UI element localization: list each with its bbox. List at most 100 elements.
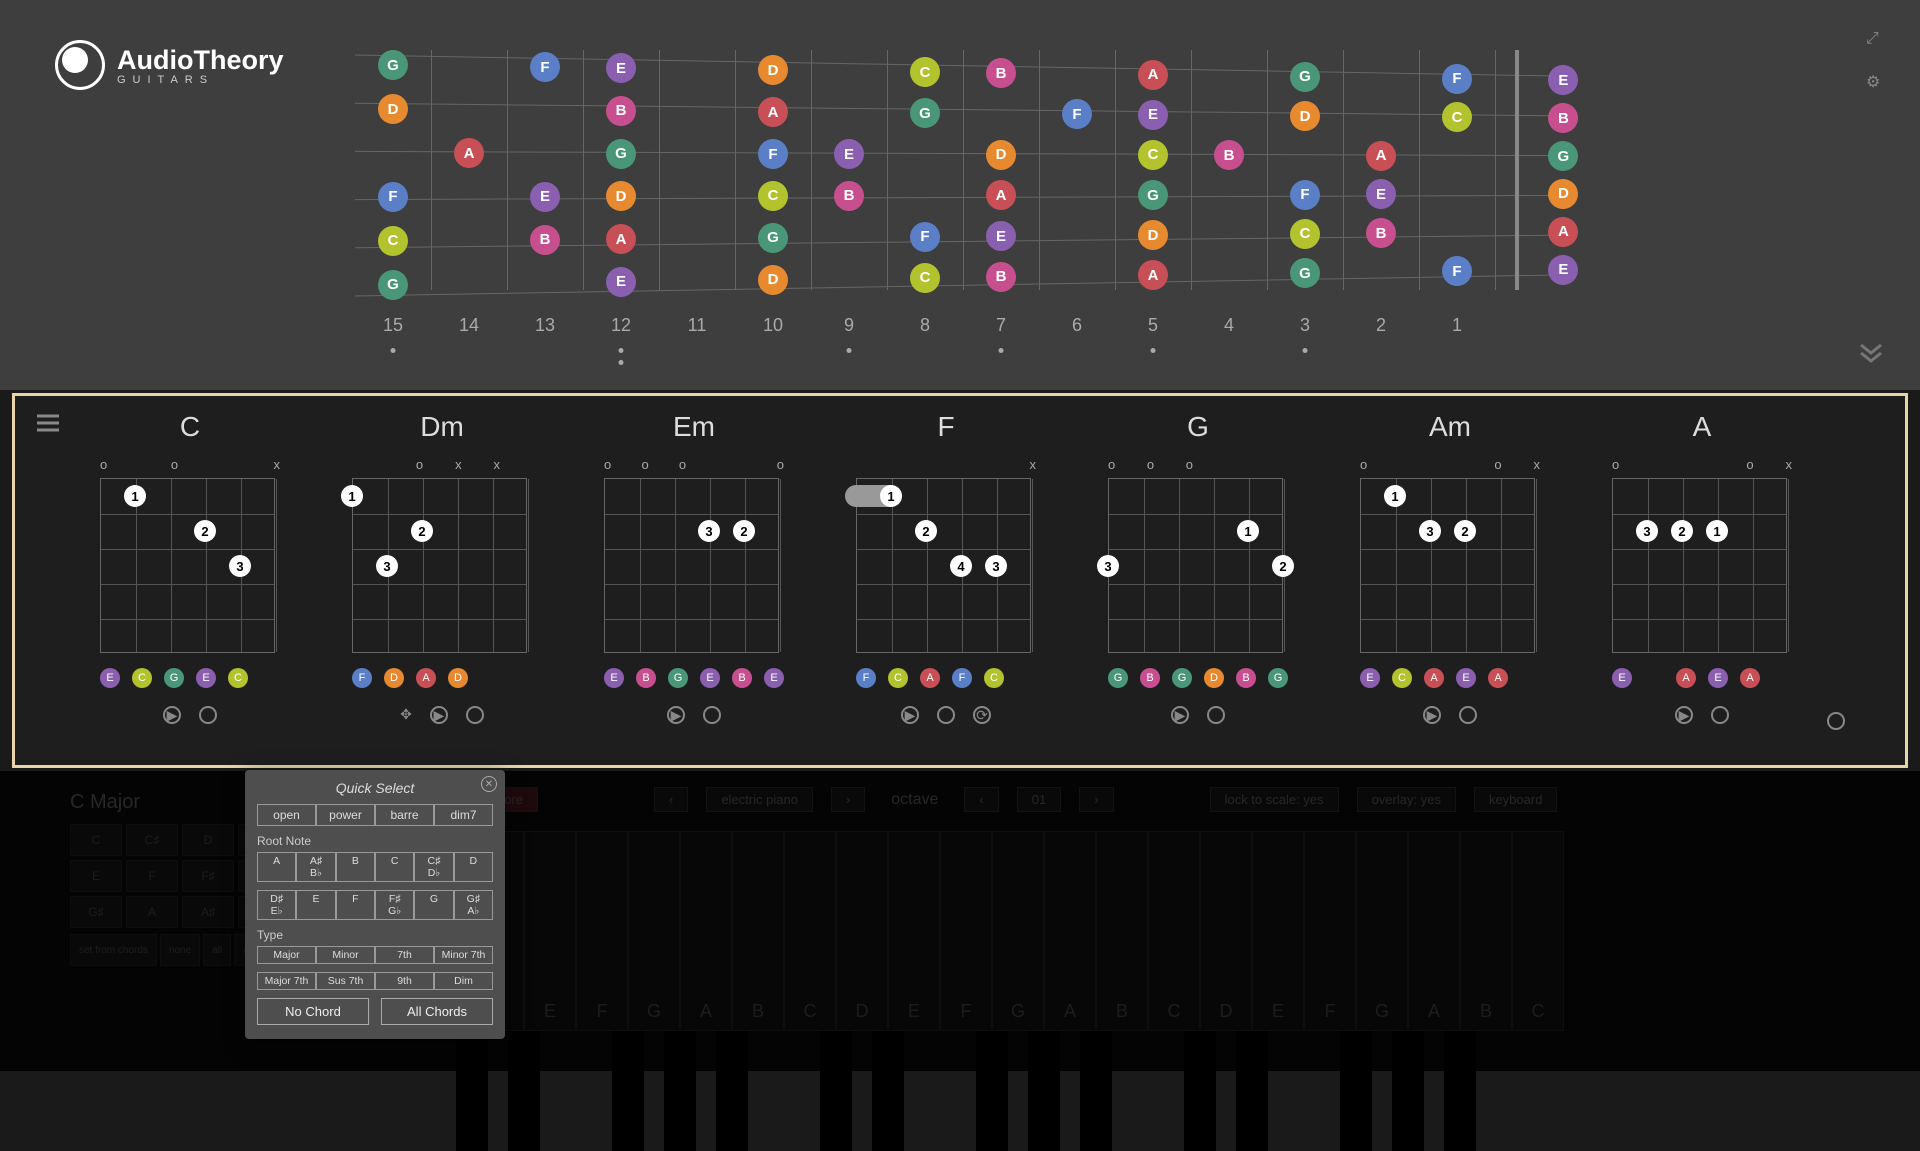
next-octave[interactable]: ›	[1079, 787, 1113, 812]
fretboard-note[interactable]: C	[910, 57, 940, 87]
fretboard-note[interactable]: C	[378, 226, 408, 256]
piano-white-key[interactable]: F	[576, 831, 628, 1031]
menu-icon[interactable]	[37, 414, 59, 437]
qs-root[interactable]: A♯ B♭	[296, 852, 335, 882]
fretboard-note[interactable]: F	[910, 222, 940, 252]
fretboard-note[interactable]: D	[606, 181, 636, 211]
key-cell[interactable]: G♯	[70, 896, 122, 928]
qs-root[interactable]: D	[454, 852, 493, 882]
piano-black-key[interactable]	[1392, 1031, 1424, 1151]
qs-root[interactable]: G	[414, 890, 453, 920]
qs-root[interactable]: E	[296, 890, 335, 920]
gear-icon[interactable]: ⚙	[1866, 72, 1890, 96]
play-icon[interactable]: ▶	[1675, 706, 1693, 724]
piano-white-key[interactable]: A	[1408, 831, 1460, 1031]
piano-white-key[interactable]: B	[1096, 831, 1148, 1031]
play-icon[interactable]: ▶	[430, 706, 448, 724]
fretboard-note[interactable]: A	[1548, 217, 1578, 247]
piano-black-key[interactable]	[1340, 1031, 1372, 1151]
qs-root[interactable]: F♯ G♭	[375, 890, 414, 920]
fretboard-note[interactable]: E	[986, 221, 1016, 251]
piano-black-key[interactable]	[1028, 1031, 1060, 1151]
play-icon[interactable]: ▶	[667, 706, 685, 724]
fretboard-note[interactable]: C	[1138, 140, 1168, 170]
small-btn[interactable]: none	[160, 934, 200, 966]
piano-white-key[interactable]: E	[524, 831, 576, 1031]
fretboard-note[interactable]: E	[530, 182, 560, 212]
fretboard-note[interactable]: B	[834, 181, 864, 211]
options-icon[interactable]	[199, 706, 217, 724]
key-cell[interactable]: F♯	[182, 860, 234, 892]
no-chord-button[interactable]: No Chord	[257, 998, 369, 1025]
qs-root[interactable]: D♯ E♭	[257, 890, 296, 920]
piano-black-key[interactable]	[716, 1031, 748, 1151]
fretboard-note[interactable]: C	[1442, 102, 1472, 132]
key-cell[interactable]: A♯	[182, 896, 234, 928]
fretboard-note[interactable]: G	[1290, 62, 1320, 92]
cycle-icon[interactable]: ⟳	[973, 706, 991, 724]
fretboard-note[interactable]: C	[910, 263, 940, 293]
fretboard-note[interactable]: G	[910, 98, 940, 128]
qs-tab[interactable]: barre	[375, 804, 434, 826]
fretboard-note[interactable]: E	[1548, 65, 1578, 95]
piano-white-key[interactable]: C	[1148, 831, 1200, 1031]
piano-white-key[interactable]: B	[1460, 831, 1512, 1031]
piano-black-key[interactable]	[976, 1031, 1008, 1151]
qs-root[interactable]: G♯ A♭	[454, 890, 493, 920]
options-icon[interactable]	[1711, 706, 1729, 724]
piano-white-key[interactable]: C	[1512, 831, 1564, 1031]
fretboard-note[interactable]: D	[1548, 179, 1578, 209]
octave-value[interactable]: 01	[1017, 787, 1061, 812]
instrument-select[interactable]: electric piano	[706, 787, 813, 812]
fretboard-note[interactable]: D	[1290, 101, 1320, 131]
small-btn[interactable]: set from chords	[70, 934, 157, 966]
piano-white-key[interactable]: G	[628, 831, 680, 1031]
fretboard-note[interactable]: B	[1214, 140, 1244, 170]
fretboard-note[interactable]: D	[986, 140, 1016, 170]
chord-diagram[interactable]: 123	[1108, 478, 1288, 658]
piano-white-key[interactable]: A	[1044, 831, 1096, 1031]
qs-type[interactable]: Dim	[434, 972, 493, 990]
fretboard-note[interactable]: B	[986, 262, 1016, 292]
keyboard-button[interactable]: keyboard	[1474, 787, 1557, 812]
fretboard-note[interactable]: G	[1138, 180, 1168, 210]
qs-root[interactable]: C	[375, 852, 414, 882]
piano-black-key[interactable]	[456, 1031, 488, 1151]
fretboard-note[interactable]: E	[606, 53, 636, 83]
all-chords-button[interactable]: All Chords	[381, 998, 493, 1025]
qs-type[interactable]: Minor	[316, 946, 375, 964]
fretboard-note[interactable]: A	[758, 97, 788, 127]
piano-black-key[interactable]	[508, 1031, 540, 1151]
fretboard-note[interactable]: E	[1548, 255, 1578, 285]
options-icon[interactable]	[937, 706, 955, 724]
options-icon[interactable]	[703, 706, 721, 724]
fretboard-note[interactable]: B	[1366, 218, 1396, 248]
piano[interactable]: CDEFGABCDEFGABCDEFGABC	[420, 831, 1564, 1031]
key-cell[interactable]: C	[70, 824, 122, 856]
chord-diagram[interactable]: 132	[1360, 478, 1540, 658]
fretboard-note[interactable]: A	[1138, 260, 1168, 290]
piano-black-key[interactable]	[1184, 1031, 1216, 1151]
fretboard-note[interactable]: F	[1290, 180, 1320, 210]
fretboard-note[interactable]: B	[606, 96, 636, 126]
piano-white-key[interactable]: C	[784, 831, 836, 1031]
key-cell[interactable]: A	[126, 896, 178, 928]
piano-white-key[interactable]: F	[1304, 831, 1356, 1031]
piano-white-key[interactable]: E	[1252, 831, 1304, 1031]
piano-black-key[interactable]	[820, 1031, 852, 1151]
qs-type[interactable]: Major 7th	[257, 972, 316, 990]
fretboard-note[interactable]: A	[986, 180, 1016, 210]
piano-white-key[interactable]: F	[940, 831, 992, 1031]
piano-white-key[interactable]: A	[680, 831, 732, 1031]
overlay-toggle[interactable]: overlay: yes	[1357, 787, 1456, 812]
piano-white-key[interactable]: G	[992, 831, 1044, 1031]
fretboard-note[interactable]: G	[758, 223, 788, 253]
options-icon[interactable]	[1459, 706, 1477, 724]
fretboard-note[interactable]: C	[758, 181, 788, 211]
small-btn[interactable]: all	[203, 934, 231, 966]
qs-root[interactable]: C♯ D♭	[414, 852, 453, 882]
chevron-down-icon[interactable]	[1857, 341, 1885, 370]
fretboard-note[interactable]: E	[834, 139, 864, 169]
chord-diagram[interactable]: 32	[604, 478, 784, 658]
key-cell[interactable]: F	[126, 860, 178, 892]
